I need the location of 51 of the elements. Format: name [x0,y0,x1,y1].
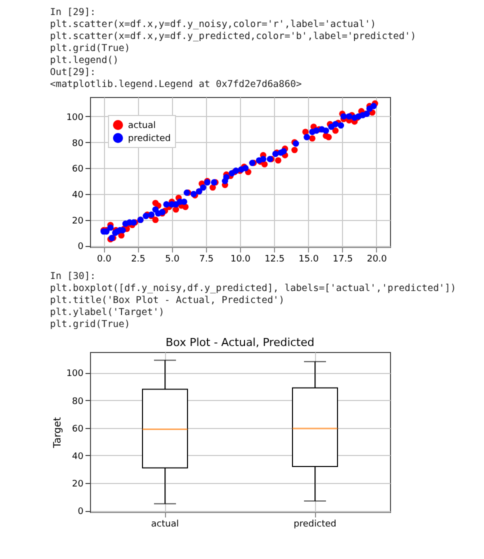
point [223,174,230,180]
y-tick-label: 40 [72,452,84,462]
point [280,148,287,154]
text: plt.scatter(x=df.x,y=df.y_noisy,color='r',label='actual') [50,19,376,30]
x-tick-label: 12.5 [264,254,285,264]
x-tick-label: 20.0 [366,254,388,264]
text: plt.legend() [50,55,119,66]
point [346,113,352,120]
text: plt.title('Box Plot - Actual, Predicted') [50,295,284,306]
y-tick-label: 80 [72,396,84,407]
x-tick-label: 15.0 [298,254,319,264]
text: <matplotlib.legend.Legend at 0x7fd2e7d6a860> [50,79,302,90]
y-tick-label: 0 [78,507,84,518]
x-tick-label: 7.5 [199,254,214,264]
text: Out[29]: [50,67,96,78]
chart-title: Box Plot - Actual, Predicted [166,336,314,349]
text: plt.boxplot([df.y_noisy,df.y_predicted], labels=['actual','predicted']) [50,283,456,294]
text: plt.ylabel('Target') [50,307,164,318]
y-tick-label: 100 [66,112,84,123]
point [313,127,320,134]
text: In [30]: [50,271,96,282]
y-tick-label: 20 [72,480,84,490]
point [260,156,266,162]
y-tick-label: 20 [72,216,84,226]
legend-label: predicted [128,134,171,144]
y-tick-label: 80 [72,138,84,149]
y-tick-label: 40 [72,190,84,200]
x-tick-label: 2.5 [131,254,146,264]
point [370,102,377,110]
text: plt.scatter(x=df.x,y=df.y_predicted,color='b',label='predicted') [50,31,416,42]
point [322,127,330,134]
y-axis-title: Target [52,416,64,449]
x-tick-label: 10.0 [230,254,251,264]
point [340,113,347,120]
point [163,201,170,208]
text: plt.grid(True) [50,319,130,330]
y-tick-label: 100 [66,369,84,380]
point [107,224,114,231]
x-tick-label: 17.5 [332,254,353,264]
text: plt.grid(True) [50,43,130,54]
y-tick-label: 60 [72,164,84,175]
y-tick-label: 60 [72,424,84,434]
point [338,122,344,129]
x-tick-label: 5.0 [165,254,180,264]
x-tick-label: 0.0 [96,254,112,264]
point [200,184,206,191]
point [332,121,339,128]
legend-label: actual [128,121,156,131]
point [304,134,310,140]
y-tick-label: 0 [78,242,84,252]
text: In [29]: [50,7,96,18]
